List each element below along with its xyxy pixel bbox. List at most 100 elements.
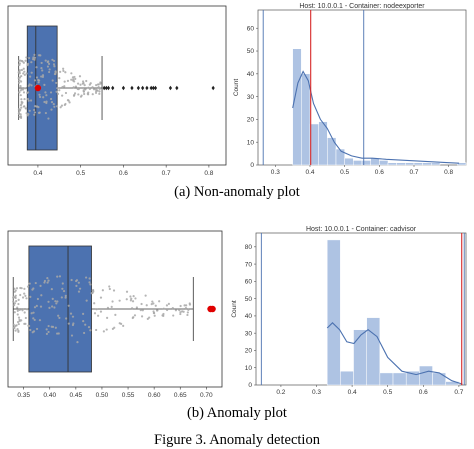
anomaly-point <box>34 84 42 92</box>
swarm-point <box>70 334 74 337</box>
swarm-point <box>22 72 25 75</box>
swarm-point <box>108 287 111 291</box>
hist-bar <box>379 160 389 166</box>
swarm-point <box>36 297 40 301</box>
swarm-point <box>19 80 23 83</box>
swarm-point <box>37 81 40 84</box>
swarm-point <box>33 113 36 116</box>
x-tick-label: 0.2 <box>276 389 285 396</box>
swarm-point <box>88 83 91 86</box>
hist-bar <box>457 162 467 166</box>
swarm-point <box>13 287 16 290</box>
y-tick-label: 0 <box>250 162 254 169</box>
swarm-point <box>88 87 92 91</box>
swarm-point <box>71 315 75 318</box>
swarm-point <box>63 80 66 83</box>
swarm-point <box>61 287 64 290</box>
swarm-point <box>64 71 67 74</box>
outlier-point <box>104 85 108 91</box>
swarm-point <box>50 108 53 111</box>
swarm-point <box>25 297 28 300</box>
swarm-point <box>122 324 125 327</box>
swarm-point <box>19 103 23 107</box>
swarm-point <box>99 296 103 299</box>
swarm-point <box>179 311 182 314</box>
x-tick-label: 0.6 <box>419 389 428 396</box>
outlier-point <box>153 85 158 91</box>
swarm-point <box>33 108 36 112</box>
swarm-point <box>74 85 78 88</box>
swarm-point <box>178 309 181 312</box>
swarm-point <box>97 314 100 317</box>
box-plot-b: 0.35 0.40 0.45 0.50 0.55 0.60 0.65 0.70 <box>7 230 223 399</box>
swarm-point <box>106 316 109 320</box>
swarm-point <box>76 82 80 85</box>
swarm-point <box>188 303 192 306</box>
x-tick-label: 0.55 <box>122 392 135 399</box>
swarm-point <box>63 85 66 88</box>
swarm-point <box>32 317 35 320</box>
swarm-point <box>30 61 33 64</box>
swarm-point <box>57 332 60 335</box>
swarm-point <box>41 74 45 77</box>
swarm-point <box>41 69 44 72</box>
swarm-point <box>29 295 32 298</box>
hist-bar <box>413 162 423 166</box>
swarm-point <box>55 90 58 93</box>
outlier-point <box>145 85 149 91</box>
swarm-point <box>153 314 156 317</box>
hist-bar <box>326 239 341 386</box>
swarm-point <box>33 79 37 82</box>
swarm-point <box>29 328 32 332</box>
swarm-point <box>20 100 23 104</box>
swarm-point <box>27 324 30 327</box>
x-tick-label: 0.6 <box>119 170 128 177</box>
y-tick-label: 40 <box>245 313 253 320</box>
swarm-point <box>70 72 73 75</box>
swarm-point <box>41 75 45 79</box>
swarm-point <box>20 98 23 101</box>
swarm-point <box>162 312 165 316</box>
outlier-point <box>141 85 145 91</box>
histogram-b: 0.2 0.3 0.4 0.5 0.6 0.7 0 10 20 30 40 50 60 70 80 Host:… <box>231 226 467 396</box>
swarm-point <box>108 285 111 288</box>
swarm-point <box>30 71 33 74</box>
swarm-point <box>21 296 25 299</box>
x-tick-label: 0.4 <box>33 170 42 177</box>
swarm-point <box>87 91 90 94</box>
y-tick-label: 40 <box>247 71 255 78</box>
y-tick-label: 70 <box>245 261 253 268</box>
swarm-point <box>98 90 101 93</box>
x-tick-label: 0.60 <box>148 392 161 399</box>
swarm-point <box>129 295 132 298</box>
hist-bar <box>419 365 433 386</box>
swarm-point <box>48 306 51 309</box>
swarm-point <box>64 296 67 299</box>
swarm-point <box>35 304 38 307</box>
swarm-point <box>73 92 77 95</box>
x-tick-label: 0.6 <box>375 169 384 176</box>
swarm-point <box>15 287 19 290</box>
swarm-point <box>31 331 34 334</box>
swarm-point <box>58 316 61 320</box>
swarm-point <box>20 74 23 78</box>
swarm-point <box>15 300 18 303</box>
swarm-point <box>50 101 54 104</box>
swarm-point <box>67 99 70 102</box>
swarm-point <box>70 78 73 81</box>
swarm-point <box>52 103 55 106</box>
hist-bar <box>353 160 363 166</box>
swarm-point <box>33 105 37 108</box>
swarm-point <box>186 313 189 317</box>
swarm-point <box>24 59 27 62</box>
swarm-point <box>38 93 41 96</box>
swarm-point <box>56 92 60 95</box>
y-tick-label: 20 <box>247 117 255 124</box>
swarm-point <box>43 100 46 104</box>
y-tick-label: 60 <box>247 25 255 32</box>
swarm-point <box>14 329 17 332</box>
swarm-point <box>14 289 17 292</box>
swarm-point <box>53 65 56 68</box>
swarm-point <box>111 300 114 303</box>
